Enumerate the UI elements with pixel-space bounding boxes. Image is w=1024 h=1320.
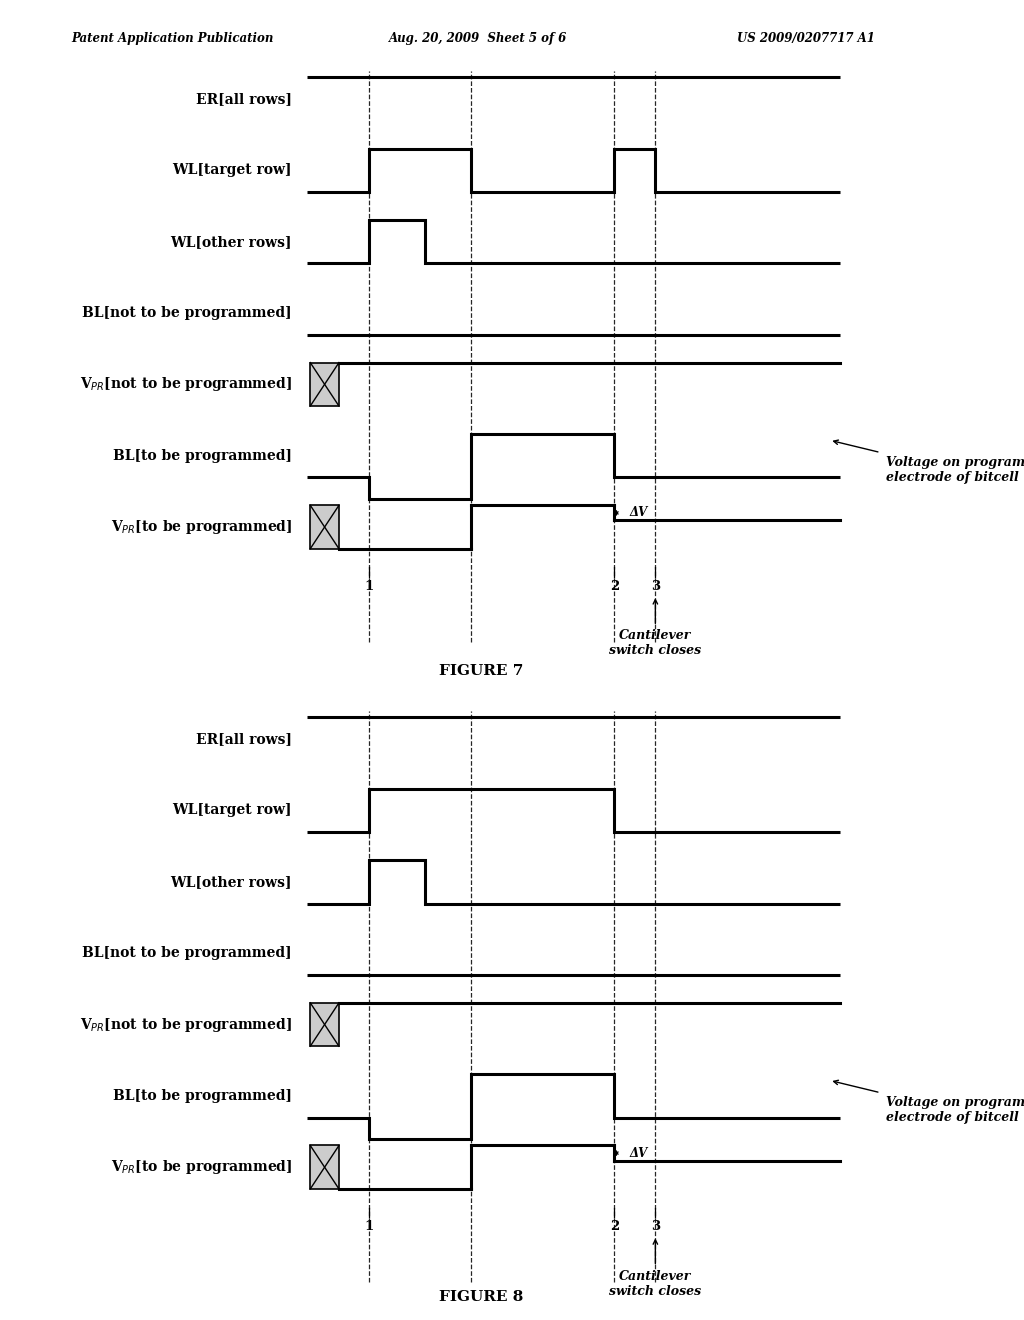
- Bar: [310, 506, 339, 549]
- Text: Voltage on program
electrode of bitcell: Voltage on program electrode of bitcell: [886, 455, 1024, 483]
- Text: 2: 2: [609, 579, 620, 593]
- Text: FIGURE 8: FIGURE 8: [439, 1290, 523, 1304]
- Bar: [310, 1146, 339, 1189]
- Text: 1: 1: [364, 1220, 374, 1233]
- Text: BL[to be programmed]: BL[to be programmed]: [113, 1089, 292, 1104]
- Text: Voltage on program
electrode of bitcell: Voltage on program electrode of bitcell: [886, 1096, 1024, 1123]
- Text: 1: 1: [364, 579, 374, 593]
- Text: Cantilever
switch closes: Cantilever switch closes: [609, 630, 701, 657]
- Text: 3: 3: [651, 1220, 659, 1233]
- Text: ER[all rows]: ER[all rows]: [196, 733, 292, 746]
- Text: WL[other rows]: WL[other rows]: [170, 235, 292, 248]
- Text: ΔV: ΔV: [630, 507, 648, 519]
- Bar: [310, 363, 339, 407]
- Text: BL[not to be programmed]: BL[not to be programmed]: [82, 946, 292, 960]
- Text: US 2009/0207717 A1: US 2009/0207717 A1: [737, 32, 876, 45]
- Text: Patent Application Publication: Patent Application Publication: [72, 32, 274, 45]
- Text: 2: 2: [609, 1220, 620, 1233]
- Text: ΔV: ΔV: [630, 1147, 648, 1159]
- Text: BL[to be programmed]: BL[to be programmed]: [113, 449, 292, 463]
- Text: Aug. 20, 2009  Sheet 5 of 6: Aug. 20, 2009 Sheet 5 of 6: [389, 32, 567, 45]
- Text: FIGURE 7: FIGURE 7: [439, 664, 523, 678]
- Text: Cantilever
switch closes: Cantilever switch closes: [609, 1270, 701, 1298]
- Text: BL[not to be programmed]: BL[not to be programmed]: [82, 306, 292, 319]
- Text: WL[target row]: WL[target row]: [172, 164, 292, 177]
- Text: ER[all rows]: ER[all rows]: [196, 92, 292, 106]
- Text: V$_{PR}$[to be programmed]: V$_{PR}$[to be programmed]: [111, 517, 292, 536]
- Text: V$_{PR}$[to be programmed]: V$_{PR}$[to be programmed]: [111, 1158, 292, 1176]
- Text: V$_{PR}$[not to be programmed]: V$_{PR}$[not to be programmed]: [80, 1015, 292, 1034]
- Text: V$_{PR}$[not to be programmed]: V$_{PR}$[not to be programmed]: [80, 375, 292, 393]
- Text: WL[target row]: WL[target row]: [172, 804, 292, 817]
- Text: WL[other rows]: WL[other rows]: [170, 875, 292, 888]
- Bar: [310, 1003, 339, 1047]
- Text: 3: 3: [651, 579, 659, 593]
